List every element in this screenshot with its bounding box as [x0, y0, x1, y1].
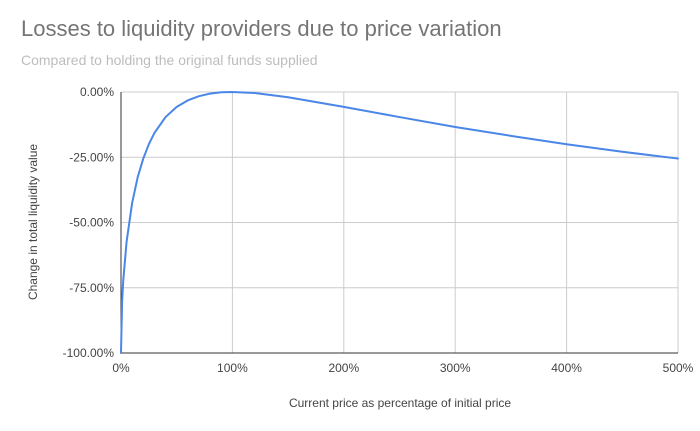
- x-tick-label: 300%: [440, 361, 471, 375]
- chart-subtitle: Compared to holding the original funds s…: [21, 52, 318, 68]
- x-axis-label: Current price as percentage of initial p…: [288, 396, 512, 410]
- series-line: [120, 91, 679, 354]
- grid-lines: [121, 91, 679, 353]
- x-tick-label: 500%: [663, 361, 694, 375]
- y-tick-label: -75.00%: [69, 281, 114, 295]
- x-tick-labels: 0% 100% 200% 300% 400% 500%: [112, 361, 693, 375]
- x-tick-label: 100%: [217, 361, 248, 375]
- series-layer: [120, 91, 679, 354]
- y-tick-label: -100.00%: [63, 346, 115, 360]
- chart-title: Losses to liquidity providers due to pri…: [21, 16, 502, 41]
- y-tick-label: -50.00%: [69, 216, 114, 230]
- x-tick-label: 200%: [328, 361, 359, 375]
- x-tick-label: 0%: [112, 361, 130, 375]
- x-tick-label: 400%: [551, 361, 582, 375]
- y-tick-labels: 0.00% -25.00% -50.00% -75.00% -100.00%: [63, 85, 115, 360]
- y-tick-label: 0.00%: [80, 85, 114, 99]
- y-tick-label: -25.00%: [69, 150, 114, 164]
